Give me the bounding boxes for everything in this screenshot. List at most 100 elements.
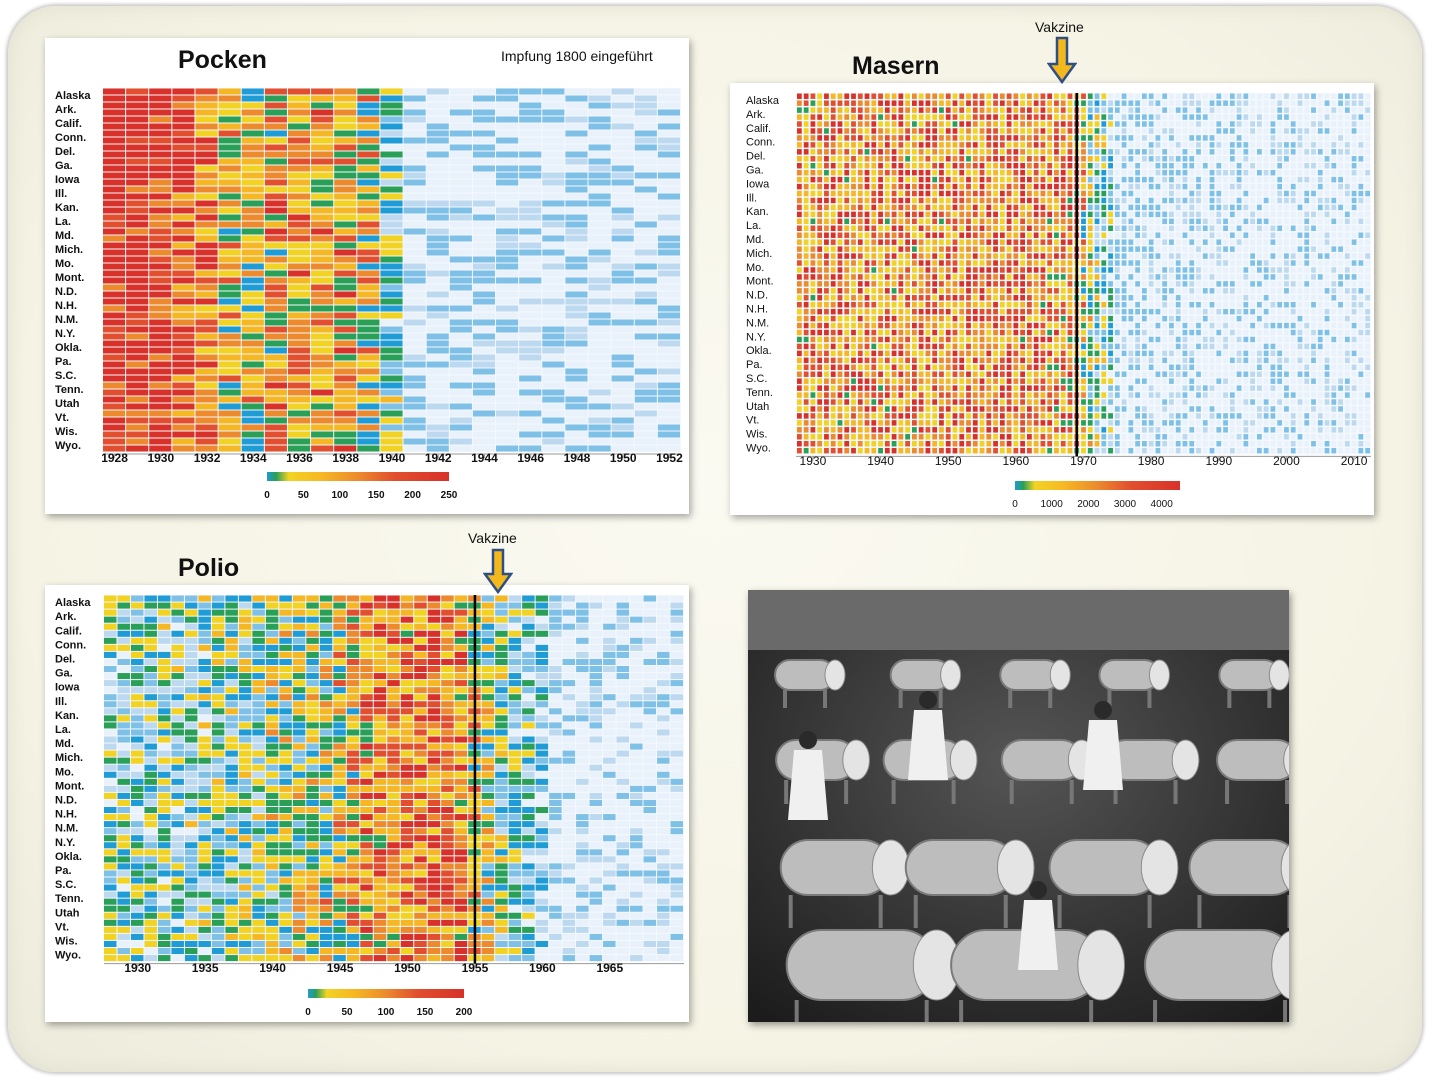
- heatmap-cell: [999, 364, 1005, 370]
- heatmap-cell: [1142, 128, 1147, 134]
- heatmap-cell: [1169, 211, 1174, 218]
- heatmap-cell: [1020, 246, 1025, 252]
- heatmap-cell: [1020, 357, 1025, 364]
- heatmap-cell: [1243, 135, 1249, 141]
- heatmap-cell: [426, 277, 449, 284]
- heatmap-cell: [851, 336, 856, 343]
- heatmap-cell: [1006, 364, 1012, 370]
- heatmap-cell: [1189, 378, 1195, 384]
- heatmap-cell: [1243, 288, 1249, 294]
- heatmap-cell: [1257, 239, 1262, 245]
- heatmap-cell: [797, 128, 802, 134]
- heatmap-cell: [588, 382, 611, 389]
- heatmap-cell: [311, 326, 334, 333]
- heatmap-cell: [1114, 274, 1120, 280]
- heatmap-cell: [1331, 107, 1337, 113]
- heatmap-cell: [945, 308, 951, 315]
- heatmap-cell: [999, 149, 1005, 155]
- heatmap-cell: [939, 218, 944, 225]
- heatmap-cell: [149, 305, 172, 312]
- heatmap-cell: [1006, 253, 1012, 259]
- heatmap-cell: [334, 291, 357, 298]
- heatmap-cell: [1216, 350, 1222, 357]
- heatmap-cell: [1223, 308, 1228, 315]
- heatmap-cell: [1155, 128, 1161, 134]
- heatmap-cell: [824, 274, 829, 280]
- heatmap-cell: [797, 169, 802, 176]
- heatmap-cell: [172, 305, 195, 312]
- heatmap-cell: [657, 228, 680, 235]
- heatmap-cell: [1297, 142, 1303, 148]
- heatmap-cell: [657, 431, 680, 438]
- heatmap-cell: [1284, 308, 1289, 315]
- heatmap-cell: [932, 163, 938, 169]
- heatmap-cell: [1121, 329, 1127, 336]
- heatmap-cell: [1216, 190, 1222, 197]
- heatmap-cell: [891, 128, 897, 134]
- heatmap-cell: [1108, 253, 1113, 259]
- heatmap-cell: [959, 225, 965, 231]
- heatmap-cell: [884, 295, 890, 301]
- heatmap-cell: [1047, 281, 1053, 287]
- heatmap-cell: [1277, 302, 1283, 308]
- heatmap-cell: [1284, 107, 1289, 113]
- heatmap-cell: [844, 107, 850, 113]
- heatmap-cell: [172, 186, 195, 193]
- heatmap-cell: [149, 284, 172, 291]
- heatmap-cell: [1155, 343, 1161, 350]
- heatmap-cell: [1169, 315, 1174, 322]
- heatmap-cell: [611, 88, 634, 95]
- heatmap-cell: [565, 389, 588, 396]
- heatmap-cell: [952, 204, 958, 211]
- heatmap-cell: [565, 354, 588, 361]
- heatmap-cell: [1121, 322, 1127, 329]
- heatmap-cell: [898, 267, 904, 273]
- heatmap-cell: [1365, 169, 1370, 176]
- heatmap-cell: [449, 228, 472, 235]
- heatmap-cell: [905, 176, 910, 183]
- heatmap-cell: [1196, 100, 1201, 106]
- heatmap-cell: [1094, 281, 1100, 287]
- heatmap-cell: [972, 218, 978, 225]
- heatmap-cell: [939, 302, 944, 308]
- heatmap-cell: [588, 193, 611, 200]
- heatmap-cell: [611, 165, 634, 172]
- heatmap-cell: [287, 284, 311, 291]
- heatmap-cell: [824, 100, 829, 106]
- heatmap-cell: [1182, 267, 1188, 273]
- heatmap-cell: [103, 284, 126, 291]
- heatmap-cell: [1020, 176, 1025, 183]
- heatmap-cell: [1223, 204, 1228, 211]
- heatmap-cell: [1121, 260, 1127, 266]
- heatmap-cell: [803, 295, 809, 301]
- heatmap-cell: [803, 239, 809, 245]
- heatmap-cell: [966, 121, 971, 127]
- heatmap-cell: [1020, 197, 1025, 204]
- heatmap-cell: [1040, 239, 1046, 245]
- heatmap-cell: [864, 197, 870, 204]
- heatmap-cell: [172, 354, 195, 361]
- heatmap-cell: [1108, 149, 1113, 155]
- heatmap-cell: [851, 329, 856, 336]
- heatmap-cell: [1101, 364, 1107, 370]
- heatmap-cell: [1155, 197, 1161, 204]
- heatmap-cell: [824, 128, 829, 134]
- heatmap-cell: [472, 319, 496, 326]
- heatmap-cell: [311, 368, 334, 375]
- heatmap-cell: [1284, 190, 1289, 197]
- heatmap-cell: [449, 298, 472, 305]
- heatmap-cell: [449, 354, 472, 361]
- heatmap-cell: [803, 281, 809, 287]
- heatmap-cell: [334, 410, 357, 417]
- heatmap-cell: [657, 186, 680, 193]
- heatmap-cell: [1162, 253, 1168, 259]
- heatmap-cell: [905, 246, 910, 252]
- heatmap-cell: [952, 183, 958, 190]
- heatmap-cell: [1148, 322, 1154, 329]
- heatmap-cell: [1027, 114, 1032, 120]
- heatmap-cell: [1317, 142, 1323, 148]
- heatmap-cell: [830, 239, 836, 245]
- heatmap-cell: [1101, 322, 1107, 329]
- heatmap-cell: [1060, 169, 1066, 176]
- heatmap-cell: [1047, 190, 1053, 197]
